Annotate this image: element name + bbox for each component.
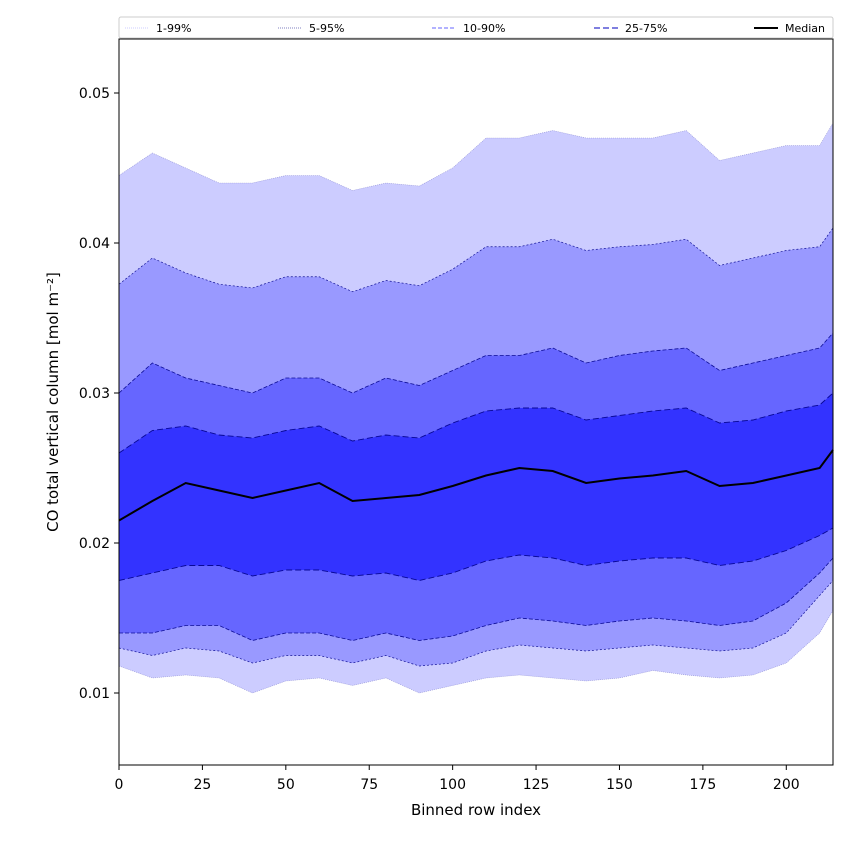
x-tick-label: 75	[360, 777, 378, 793]
y-tick-label: 0.01	[79, 686, 110, 702]
x-tick-label: 150	[606, 777, 633, 793]
y-tick-label: 0.02	[79, 536, 110, 552]
legend-label: 25-75%	[625, 22, 667, 35]
x-tick-label: 200	[773, 777, 800, 793]
y-axis-label: CO total vertical column [mol m⁻²]	[44, 272, 62, 532]
band-edge-1-99pct-low	[118, 610, 834, 694]
band-edge-1-99pct-high	[118, 122, 834, 191]
x-tick-label: 100	[439, 777, 466, 793]
y-tick-label: 0.04	[79, 236, 110, 252]
x-tick-label: 25	[193, 777, 211, 793]
x-tick-label: 125	[523, 777, 550, 793]
lines-layer	[118, 122, 834, 694]
x-axis-label: Binned row index	[411, 801, 541, 819]
band-edge-25-75pct-low	[118, 527, 834, 581]
band-25-75pct	[119, 393, 833, 581]
band-edge-25-75pct-high	[118, 392, 834, 454]
band-edge-10-90pct-high	[118, 332, 834, 394]
x-tick-label: 50	[277, 777, 295, 793]
legend-label: 1-99%	[156, 22, 191, 35]
band-edge-5-95pct-high	[118, 227, 834, 293]
legend-label: 10-90%	[463, 22, 505, 35]
legend-label: 5-95%	[309, 22, 344, 35]
legend-box	[118, 16, 834, 39]
x-tick-label: 0	[115, 777, 124, 793]
x-axis-ticks: 0 25 50 75 100 125 150 175 200	[115, 765, 800, 793]
legend-label: Median	[785, 22, 825, 35]
y-tick-label: 0.05	[79, 86, 110, 102]
legend: 1-99% 5-95% 10-90% 25-75% Median	[118, 16, 834, 39]
x-tick-label: 175	[690, 777, 717, 793]
y-tick-label: 0.03	[79, 386, 110, 402]
bands-layer	[119, 123, 833, 693]
median-line	[118, 449, 834, 522]
band-edge-5-95pct-low	[118, 580, 834, 667]
y-axis-ticks: 0.01 0.02 0.03 0.04 0.05	[79, 86, 119, 702]
plot-frame	[118, 38, 834, 766]
